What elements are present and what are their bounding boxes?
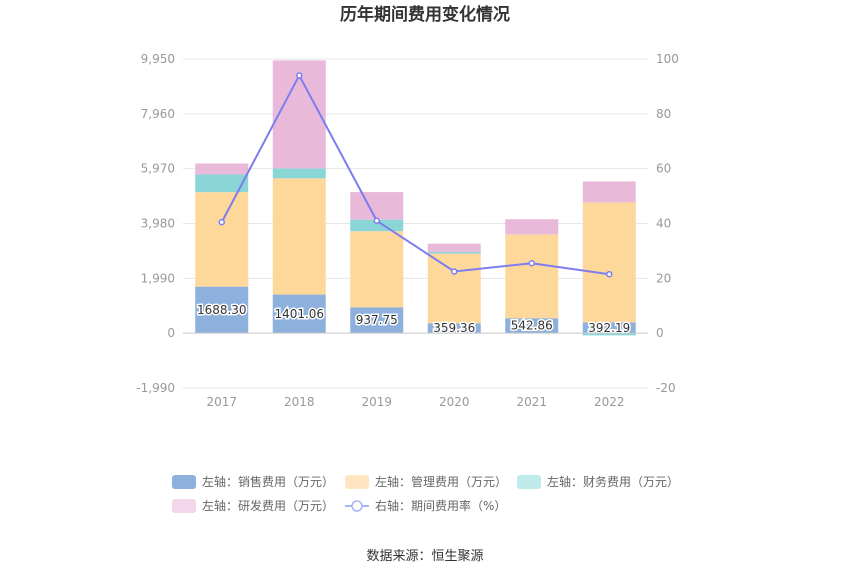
- legend-item[interactable]: 左轴：财务费用（万元）: [517, 474, 679, 489]
- bar-segment-series-0[interactable]: [272, 294, 326, 334]
- legend-item[interactable]: 左轴：销售费用（万元）: [172, 474, 334, 489]
- legend-item[interactable]: 右轴：期间费用率（%）: [345, 498, 506, 513]
- bar-segment-series-2[interactable]: [350, 219, 404, 232]
- bar-segment-series-3[interactable]: [195, 163, 249, 175]
- x-axis-tick-label: 2018: [284, 395, 315, 409]
- line-layer: [218, 72, 613, 278]
- bar-segment-series-1[interactable]: [427, 253, 481, 324]
- x-axis-tick-label: 2020: [439, 395, 470, 409]
- right-axis-tick-label: 80: [656, 107, 671, 121]
- x-axis-tick-label: 2022: [594, 395, 625, 409]
- line-point[interactable]: [296, 72, 303, 79]
- left-axis-tick-label: 5,970: [141, 162, 175, 176]
- bar-data-label: 1688.30: [197, 303, 247, 317]
- left-axis-tick-label: 3,980: [141, 217, 175, 231]
- legend-item[interactable]: 左轴：研发费用（万元）: [172, 498, 334, 513]
- bar-segment-series-0[interactable]: [427, 323, 481, 334]
- right-axis-tick-label: 100: [656, 52, 679, 66]
- bar-segment-series-3[interactable]: [582, 181, 636, 203]
- bar-segment-series-1[interactable]: [350, 231, 404, 308]
- x-axis-tick-label: 2019: [361, 395, 392, 409]
- bar-data-label: 392.19: [588, 321, 630, 335]
- legend-label: 右轴：期间费用率（%）: [375, 498, 506, 513]
- legend-swatch: [172, 475, 196, 489]
- bar-data-label: 1401.06: [274, 307, 324, 321]
- expense-rate-line: [220, 73, 610, 276]
- x-axis-tick-label: 2021: [516, 395, 547, 409]
- line-point[interactable]: [218, 218, 225, 226]
- legend-swatch: [172, 499, 196, 513]
- bars-layer: [195, 60, 636, 336]
- chart-title: 历年期间费用变化情况: [340, 4, 510, 25]
- left-axis-tick-label: 9,950: [141, 52, 175, 66]
- data-source: 数据来源：恒生聚源: [366, 549, 483, 564]
- right-axis-tick-label: 40: [656, 217, 671, 231]
- bar-segment-series-2[interactable]: [427, 251, 481, 254]
- legend-label: 左轴：财务费用（万元）: [547, 474, 679, 489]
- bar-segment-series-2[interactable]: [272, 168, 326, 179]
- legend-label: 左轴：管理费用（万元）: [375, 474, 507, 489]
- left-axis-tick-label: 7,960: [141, 107, 175, 121]
- right-axis-tick-label: 60: [656, 162, 671, 176]
- line-point[interactable]: [606, 270, 613, 278]
- axis-layer: 9,950 7,960 5,970 3,980 1,990 0 -1,990 100 80 60 4…: [136, 52, 679, 409]
- bar-segment-series-3[interactable]: [350, 192, 404, 220]
- bar-segment-series-2[interactable]: [582, 333, 636, 336]
- grid-layer: [183, 58, 648, 389]
- bar-segment-series-0[interactable]: [195, 286, 249, 334]
- bar-segment-series-1[interactable]: [505, 234, 559, 319]
- bar-segment-series-0[interactable]: [505, 318, 559, 334]
- left-axis-tick-label: 0: [167, 326, 175, 340]
- bar-segment-series-3[interactable]: [505, 219, 559, 235]
- legend-swatch: [345, 475, 369, 489]
- left-axis-tick-label: -1,990: [136, 381, 175, 395]
- bar-segment-series-1[interactable]: [272, 178, 326, 295]
- right-axis-tick-label: -20: [656, 381, 676, 395]
- x-axis-tick-label: 2017: [206, 395, 237, 409]
- bar-segment-series-1[interactable]: [195, 192, 249, 287]
- bar-segment-series-3[interactable]: [427, 243, 481, 252]
- bar-segment-series-0[interactable]: [350, 307, 404, 334]
- legend-marker: [351, 500, 363, 512]
- bar-data-label: 359.36: [433, 321, 475, 335]
- right-axis-tick-label: 0: [656, 326, 664, 340]
- legend: 左轴：销售费用（万元） 左轴：管理费用（万元） 左轴：财务费用（万元） 左轴：研发费用…: [172, 474, 679, 513]
- bar-data-label: 937.75: [356, 313, 398, 327]
- data-labels-layer: 1688.30 1401.06 937.75 359.36 542.86 392.19: [195, 301, 631, 336]
- legend-swatch: [517, 475, 541, 489]
- line-point[interactable]: [528, 260, 535, 267]
- left-axis-tick-label: 1,990: [141, 271, 175, 285]
- line-point[interactable]: [451, 268, 458, 275]
- right-axis-tick-label: 20: [656, 271, 671, 285]
- legend-item[interactable]: 左轴：管理费用（万元）: [345, 474, 507, 489]
- bar-data-label: 542.86: [511, 319, 553, 333]
- legend-label: 左轴：研发费用（万元）: [202, 498, 334, 513]
- line-point[interactable]: [373, 217, 380, 225]
- bar-segment-series-2[interactable]: [195, 174, 249, 193]
- legend-label: 左轴：销售费用（万元）: [202, 474, 334, 489]
- bar-segment-series-0[interactable]: [582, 322, 636, 334]
- bar-segment-series-1[interactable]: [582, 202, 636, 323]
